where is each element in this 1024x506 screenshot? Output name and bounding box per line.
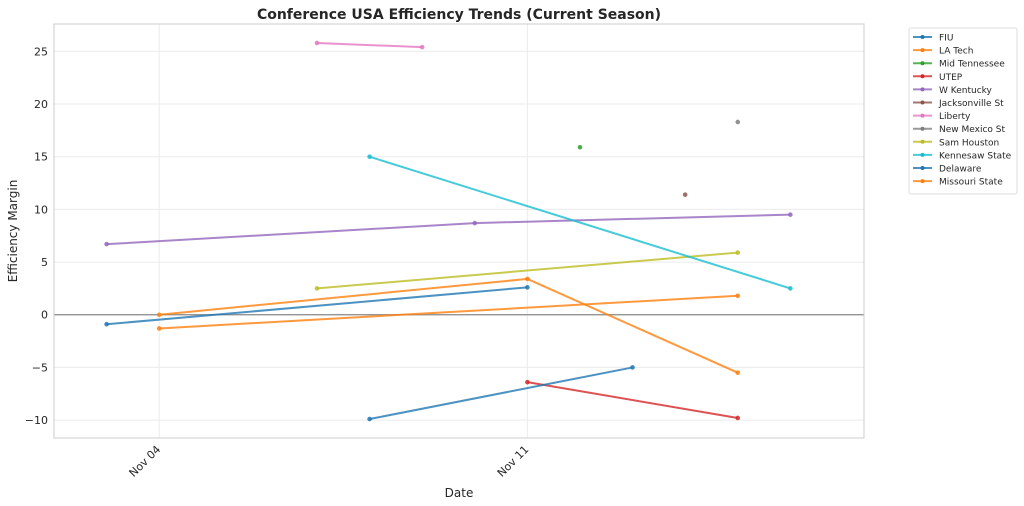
y-axis-label: Efficiency Margin bbox=[6, 180, 20, 283]
series-line bbox=[316, 41, 423, 49]
data-point bbox=[735, 293, 741, 299]
x-tick-label: Nov 04 bbox=[127, 443, 164, 480]
legend-label: Kennesaw State bbox=[939, 151, 1012, 161]
y-tick-label: 15 bbox=[34, 151, 48, 164]
data-point bbox=[104, 241, 109, 247]
y-tick-label: 25 bbox=[34, 45, 48, 58]
series-liberty bbox=[314, 40, 425, 50]
data-point bbox=[156, 312, 162, 318]
series-line bbox=[159, 294, 738, 330]
data-point bbox=[525, 276, 530, 282]
legend-marker bbox=[920, 74, 925, 79]
data-point bbox=[788, 212, 793, 217]
legend-marker bbox=[920, 35, 925, 39]
legend-marker bbox=[920, 166, 925, 170]
legend-label: Liberty bbox=[939, 112, 971, 122]
legend-marker bbox=[920, 113, 925, 118]
series-line bbox=[106, 213, 791, 246]
legend-label: LA Tech bbox=[939, 47, 973, 57]
legend-marker bbox=[920, 139, 925, 144]
legend-label: Missouri State bbox=[939, 178, 1003, 188]
series-la-tech bbox=[156, 276, 741, 375]
data-point bbox=[525, 285, 530, 290]
legend-marker bbox=[920, 61, 925, 66]
data-point bbox=[419, 44, 425, 50]
legend-label: W Kentucky bbox=[939, 86, 993, 96]
data-point bbox=[735, 415, 741, 421]
data-point bbox=[104, 321, 109, 327]
y-tick-label: 10 bbox=[34, 203, 48, 216]
series-kennesaw-state bbox=[367, 154, 793, 291]
series-delaware bbox=[367, 365, 635, 422]
y-tick-label: −5 bbox=[32, 361, 48, 374]
series-utep bbox=[525, 379, 741, 421]
chart-title: Conference USA Efficiency Trends (Curren… bbox=[257, 7, 661, 23]
data-point bbox=[682, 192, 688, 197]
legend-label: New Mexico St bbox=[939, 125, 1005, 135]
data-point bbox=[472, 220, 478, 226]
data-point bbox=[788, 286, 793, 291]
data-point bbox=[367, 154, 372, 160]
legend-marker bbox=[920, 152, 925, 157]
series-jacksonville-st bbox=[682, 192, 688, 197]
legend-label: Delaware bbox=[939, 165, 982, 175]
data-point bbox=[735, 250, 741, 255]
data-point bbox=[577, 144, 583, 150]
series-mid-tennessee bbox=[577, 144, 583, 150]
series-line bbox=[527, 381, 738, 419]
data-point bbox=[630, 365, 635, 370]
legend-label: FIU bbox=[939, 34, 953, 44]
x-axis-label: Date bbox=[445, 486, 474, 500]
data-point bbox=[156, 326, 162, 331]
series-sam-houston bbox=[314, 250, 741, 291]
legend-marker bbox=[920, 179, 925, 184]
x-tick-label: Nov 11 bbox=[495, 443, 532, 480]
legend: FIU LA Tech Mid Tennessee UTEP W Kentucky Jac… bbox=[908, 27, 1018, 195]
legend-marker bbox=[920, 87, 925, 92]
series-line bbox=[369, 366, 633, 421]
series-line bbox=[369, 155, 791, 290]
series-line bbox=[159, 277, 739, 374]
legend-marker bbox=[920, 48, 925, 53]
data-point bbox=[735, 370, 741, 375]
legend-label: Sam Houston bbox=[939, 138, 999, 148]
legend-label: UTEP bbox=[939, 73, 963, 83]
data-point bbox=[525, 379, 530, 385]
data-point bbox=[314, 40, 320, 46]
data-point bbox=[367, 416, 372, 422]
series-fiu bbox=[104, 285, 530, 327]
data-point bbox=[314, 286, 320, 291]
legend-marker bbox=[920, 126, 925, 131]
legend-label: Mid Tennessee bbox=[939, 60, 1005, 70]
plot-area bbox=[53, 23, 865, 439]
series-w-kentucky bbox=[104, 212, 793, 247]
legend-label: Jacksonville St bbox=[938, 99, 1004, 109]
series-line bbox=[106, 286, 528, 326]
y-tick-label: 5 bbox=[41, 256, 48, 269]
y-tick-label: −10 bbox=[25, 414, 48, 427]
y-tick-label: 0 bbox=[41, 309, 48, 322]
y-tick-label: 20 bbox=[34, 98, 48, 111]
data-point bbox=[735, 119, 741, 125]
series-missouri-state bbox=[156, 293, 741, 331]
series-line bbox=[316, 251, 738, 290]
legend-marker bbox=[920, 100, 925, 105]
series-new-mexico-st bbox=[735, 119, 741, 125]
